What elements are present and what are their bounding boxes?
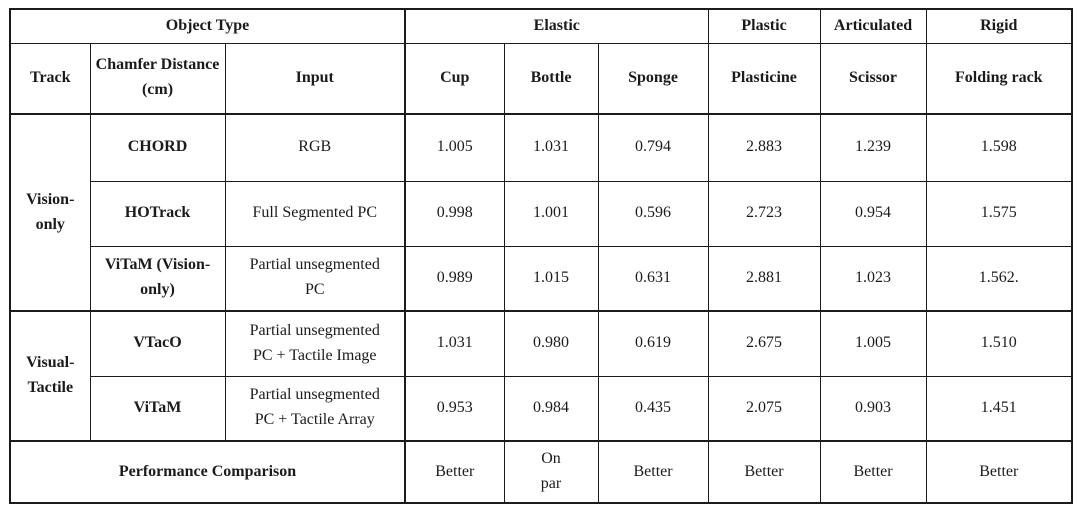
header-object-cup: Cup [404, 42, 505, 115]
value-cell: 1.451 [925, 375, 1073, 442]
value-cell: 1.562. [925, 245, 1073, 312]
value-cell: 0.953 [404, 375, 505, 442]
value-cell: 0.435 [597, 375, 709, 442]
input-rgb: RGB [224, 113, 407, 182]
input-text: Full Segmented PC [252, 204, 377, 222]
value-cell: 0.903 [819, 375, 927, 442]
footer-comparison-cell: Better [819, 440, 927, 504]
value-cell: 1.005 [819, 310, 927, 377]
value-cell: 1.598 [925, 113, 1073, 182]
footer-comparison-cell: Better [707, 440, 821, 504]
footer-performance-label: Performance Comparison [9, 440, 407, 504]
value-cell: 1.015 [503, 245, 599, 312]
comparison-table: Object Type Elastic Plastic Articulated … [9, 8, 1074, 504]
method-vitam-vision-only: ViTaM (Vision-only) [89, 245, 226, 312]
header-track: Track [9, 42, 91, 115]
value-cell: 2.883 [707, 113, 821, 182]
value-cell: 0.984 [503, 375, 599, 442]
footer-comparison-cell: On par [503, 440, 599, 504]
value-cell: 0.998 [404, 180, 505, 247]
header-group-elastic: Elastic [404, 8, 709, 44]
value-cell: 1.023 [819, 245, 927, 312]
header-object-plasticine: Plasticine [707, 42, 821, 115]
footer-comparison-cell: Better [597, 440, 709, 504]
input-text: Partial unsegmented PC + Tactile Array [249, 386, 380, 429]
input-full-segmented-pc: Full Segmented PC [224, 180, 407, 247]
value-cell: 1.031 [404, 310, 505, 377]
value-cell: 0.989 [404, 245, 505, 312]
value-cell: 0.954 [819, 180, 927, 247]
value-cell: 0.980 [503, 310, 599, 377]
method-chord: CHORD [89, 113, 226, 182]
value-cell: 2.723 [707, 180, 821, 247]
header-object-bottle: Bottle [503, 42, 599, 115]
header-object-folding-rack: Folding rack [925, 42, 1073, 115]
header-group-plastic: Plastic [707, 8, 821, 44]
input-text: Partial unsegmented PC [249, 256, 380, 299]
value-cell: 1.005 [404, 113, 505, 182]
track-label-vision-only: Vision-only [9, 113, 91, 312]
header-chamfer-distance: Chamfer Distance (cm) [89, 42, 226, 115]
value-cell: 1.031 [503, 113, 599, 182]
input-text: Partial unsegmented PC + Tactile Image [249, 321, 380, 364]
value-cell: 0.794 [597, 113, 709, 182]
method-vitam: ViTaM [89, 375, 226, 442]
value-cell: 2.881 [707, 245, 821, 312]
value-cell: 2.075 [707, 375, 821, 442]
method-hotrack: HOTrack [89, 180, 226, 247]
value-cell: 1.575 [925, 180, 1073, 247]
value-cell: 1.239 [819, 113, 927, 182]
method-vtaco: VTacO [89, 310, 226, 377]
header-object-sponge: Sponge [597, 42, 709, 115]
header-group-articulated: Articulated [819, 8, 927, 44]
value-cell: 0.596 [597, 180, 709, 247]
input-partial-unsegmented-pc: Partial unsegmented PC [224, 245, 407, 312]
input-text: RGB [298, 138, 332, 156]
value-cell: 0.631 [597, 245, 709, 312]
footer-comparison-cell: Better [925, 440, 1073, 504]
header-object-type: Object Type [9, 8, 407, 44]
header-object-scissor: Scissor [819, 42, 927, 115]
footer-comparison-text: On par [540, 450, 562, 492]
value-cell: 1.001 [503, 180, 599, 247]
footer-comparison-cell: Better [404, 440, 505, 504]
header-input: Input [224, 42, 407, 115]
value-cell: 0.619 [597, 310, 709, 377]
input-partial-pc-tactile-image: Partial unsegmented PC + Tactile Image [224, 310, 407, 377]
value-cell: 2.675 [707, 310, 821, 377]
header-group-rigid: Rigid [925, 8, 1073, 44]
track-label-visual-tactile: Visual-Tactile [9, 310, 91, 442]
input-partial-pc-tactile-array: Partial unsegmented PC + Tactile Array [224, 375, 407, 442]
value-cell: 1.510 [925, 310, 1073, 377]
